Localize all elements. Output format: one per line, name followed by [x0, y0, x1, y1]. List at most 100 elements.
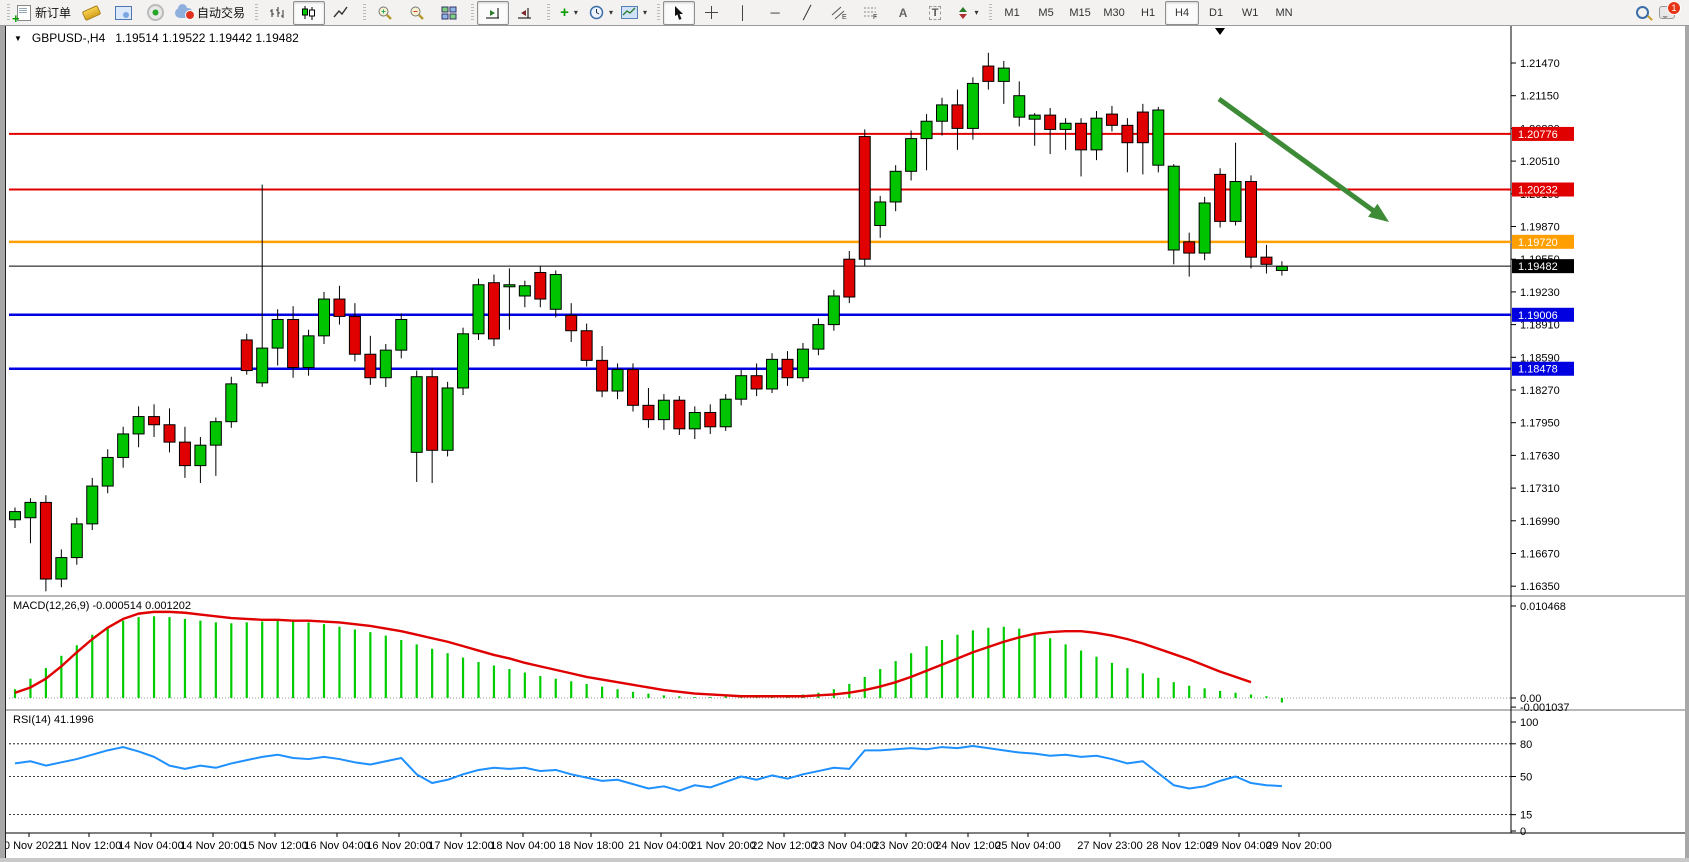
bear-candle[interactable] — [287, 318, 300, 369]
bull-candle[interactable] — [86, 485, 99, 525]
new-order-button[interactable]: 新订单 — [12, 1, 75, 26]
bull-candle[interactable] — [209, 421, 222, 446]
bear-candle[interactable] — [1214, 173, 1227, 222]
line-chart-button[interactable] — [325, 1, 357, 25]
tile-windows-button[interactable] — [433, 1, 465, 25]
signals-button[interactable] — [139, 1, 171, 25]
bear-candle[interactable] — [642, 404, 655, 421]
chart-profile-button[interactable] — [75, 1, 107, 25]
bull-candle[interactable] — [1275, 265, 1288, 271]
auto-scroll-button[interactable] — [477, 0, 510, 25]
bear-candle[interactable] — [364, 353, 377, 379]
zoom-in-button[interactable] — [369, 1, 401, 25]
text-label-button[interactable]: T — [919, 1, 951, 25]
bull-candle[interactable] — [997, 67, 1010, 82]
bull-candle[interactable] — [812, 324, 825, 350]
bull-candle[interactable] — [936, 104, 948, 122]
bull-candle[interactable] — [719, 398, 732, 428]
chart-canvas[interactable]: 1.214701.211501.208301.205101.201901.198… — [6, 26, 1685, 858]
tf-d1-button[interactable]: D1 — [1199, 1, 1233, 25]
crosshair-button[interactable] — [695, 1, 727, 25]
bull-candle[interactable] — [611, 369, 624, 392]
bear-candle[interactable] — [596, 359, 609, 392]
bull-candle[interactable] — [549, 274, 562, 310]
bull-candle[interactable] — [735, 375, 748, 400]
bull-candle[interactable] — [518, 285, 531, 297]
bull-candle[interactable] — [1167, 165, 1180, 251]
bull-candle[interactable] — [132, 416, 145, 435]
bull-candle[interactable] — [503, 284, 516, 288]
bull-candle[interactable] — [318, 298, 330, 337]
bear-candle[interactable] — [178, 441, 191, 467]
bull-candle[interactable] — [225, 383, 238, 423]
channel-button[interactable]: E — [823, 1, 855, 25]
bear-candle[interactable] — [781, 358, 794, 379]
bull-candle[interactable] — [117, 433, 130, 458]
bear-candle[interactable] — [534, 271, 547, 300]
bear-candle[interactable] — [580, 330, 593, 361]
bear-candle[interactable] — [39, 501, 52, 580]
bull-candle[interactable] — [395, 318, 408, 351]
bull-candle[interactable] — [55, 557, 68, 580]
bull-candle[interactable] — [796, 348, 809, 379]
fibonacci-button[interactable]: F — [855, 1, 887, 25]
bull-candle[interactable] — [70, 523, 83, 559]
bear-candle[interactable] — [148, 416, 161, 426]
bull-candle[interactable] — [1152, 109, 1165, 166]
bear-candle[interactable] — [951, 104, 964, 129]
metaeditor-button[interactable] — [107, 1, 139, 25]
bull-candle[interactable] — [256, 347, 269, 384]
chart-shift-marker[interactable] — [1215, 28, 1225, 35]
chart-window[interactable]: ▼ GBPUSD-,H4 1.19514 1.19522 1.19442 1.1… — [5, 26, 1685, 858]
horizontal-line-button[interactable]: ─ — [759, 1, 791, 25]
indicators-button[interactable]: + ▾ — [553, 1, 585, 25]
text-button[interactable]: A — [887, 1, 919, 25]
autotrading-button[interactable]: 自动交易 — [171, 1, 249, 25]
bear-candle[interactable] — [1121, 124, 1134, 144]
bull-candle[interactable] — [874, 201, 887, 226]
tf-mn-button[interactable]: MN — [1267, 1, 1301, 25]
bull-candle[interactable] — [889, 170, 902, 203]
tf-m5-button[interactable]: M5 — [1029, 1, 1063, 25]
bull-candle[interactable] — [101, 456, 114, 487]
tf-h1-button[interactable]: H1 — [1131, 1, 1165, 25]
bear-candle[interactable] — [673, 399, 686, 430]
bull-candle[interactable] — [24, 501, 37, 519]
bear-candle[interactable] — [240, 339, 253, 372]
bear-candle[interactable] — [1260, 256, 1273, 265]
bull-candle[interactable] — [410, 376, 423, 453]
bear-candle[interactable] — [1105, 113, 1118, 126]
tf-m30-button[interactable]: M30 — [1097, 1, 1131, 25]
bear-candle[interactable] — [982, 65, 995, 82]
trendline-button[interactable]: ╱ — [791, 1, 823, 25]
bear-candle[interactable] — [843, 258, 856, 298]
bull-candle[interactable] — [271, 318, 284, 349]
bull-candle[interactable] — [966, 82, 979, 129]
bull-candle[interactable] — [1028, 114, 1041, 120]
bear-candle[interactable] — [704, 411, 717, 428]
bear-candle[interactable] — [1044, 114, 1057, 130]
bull-candle[interactable] — [1090, 117, 1103, 151]
bull-candle[interactable] — [457, 333, 470, 389]
bull-candle[interactable] — [657, 399, 670, 421]
trend-arrow-shaft[interactable] — [1217, 96, 1378, 215]
bull-candle[interactable] — [1059, 122, 1072, 130]
bear-candle[interactable] — [627, 369, 639, 406]
bull-candle[interactable] — [472, 284, 485, 335]
zoom-out-button[interactable] — [401, 1, 433, 25]
bear-candle[interactable] — [426, 376, 439, 451]
bull-candle[interactable] — [827, 295, 840, 326]
bull-candle[interactable] — [441, 387, 454, 451]
tf-w1-button[interactable]: W1 — [1233, 1, 1267, 25]
bear-candle[interactable] — [163, 424, 176, 443]
bear-candle[interactable] — [858, 136, 871, 260]
search-icon[interactable] — [1636, 6, 1649, 19]
chevron-down-icon[interactable]: ▼ — [14, 33, 22, 43]
bear-candle[interactable] — [1075, 122, 1088, 151]
bull-candle[interactable] — [9, 511, 21, 521]
bull-candle[interactable] — [1229, 181, 1242, 222]
bar-chart-button[interactable] — [261, 1, 293, 25]
tf-m1-button[interactable]: M1 — [995, 1, 1029, 25]
chart-shift-button[interactable] — [509, 1, 541, 25]
bull-candle[interactable] — [194, 444, 207, 467]
